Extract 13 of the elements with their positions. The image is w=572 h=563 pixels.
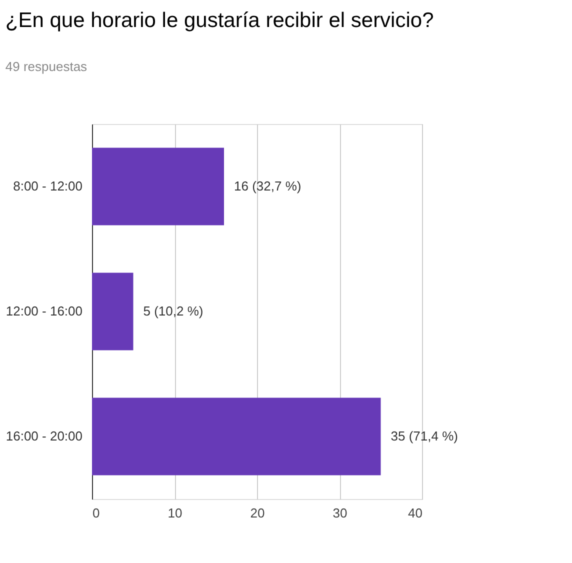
x-tick-label: 30 — [332, 506, 348, 520]
data-label: 35 (71,4 %) — [390, 428, 458, 444]
chart-subtitle: 49 respuestas — [5, 59, 88, 74]
y-tick-label: 8:00 - 12:00 — [13, 178, 82, 194]
data-label: 16 (32,7 %) — [234, 178, 302, 194]
x-tick-label: 20 — [250, 506, 265, 520]
y-tick-label: 12:00 - 16:00 — [6, 304, 82, 318]
data-label: 5 (10,2 %) — [143, 304, 204, 318]
x-tick-label: 10 — [168, 506, 182, 520]
x-tick-label: 0 — [92, 506, 100, 520]
x-tick-label: 40 — [408, 506, 422, 520]
y-tick-label: 16:00 - 20:00 — [6, 428, 82, 444]
chart-title: ¿En que horario le gustaría recibir el servicio? — [5, 9, 434, 32]
